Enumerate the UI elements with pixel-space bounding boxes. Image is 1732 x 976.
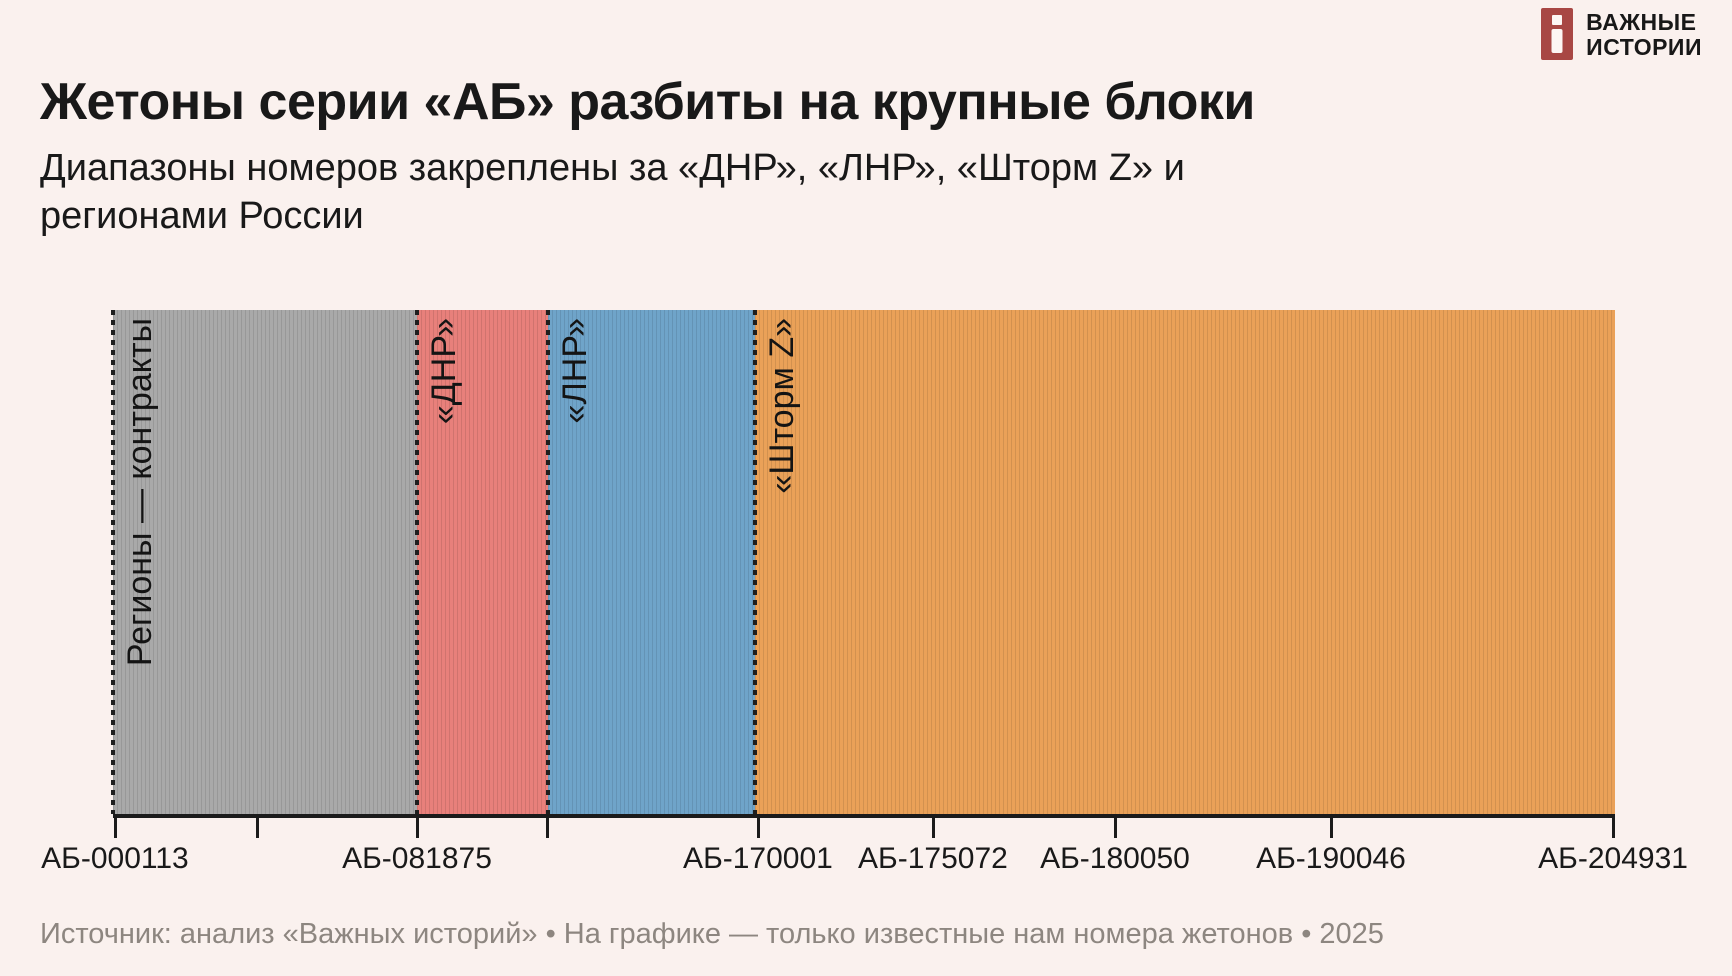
i-icon-dot (1552, 15, 1563, 25)
chart-subtitle: Диапазоны номеров закреплены за «ДНР», «… (40, 144, 1185, 240)
source-note: Источник: анализ «Важных историй» • На г… (40, 918, 1384, 950)
axis-tick (756, 818, 760, 838)
segment-label-storm-z: «Шторм Z» (762, 318, 801, 494)
brand-name: ВАЖНЫЕ ИСТОРИИ (1586, 8, 1702, 60)
segment-boundary-dotted-line (415, 310, 419, 814)
segment-lnr: «ЛНР» (545, 310, 755, 814)
segment-boundary-dotted-line (752, 310, 757, 814)
axis-tick (256, 818, 260, 838)
axis-tick (931, 818, 935, 838)
segment-label-dnr: «ДНР» (425, 318, 463, 425)
axis-tick (416, 818, 419, 838)
x-axis: АБ-000113 АБ-081875 АБ-170001 АБ-175072 АБ-1… (41, 818, 1688, 888)
segment-boundary-dotted-line (111, 310, 115, 814)
brand-name-line-2: ИСТОРИИ (1586, 34, 1702, 60)
segment-label-lnr: «ЛНР» (555, 318, 594, 424)
axis-tick-label: АБ-180050 (1040, 842, 1190, 875)
range-bar: Регионы — контракты «ДНР» «ЛНР» «Шторм Z» (111, 310, 1615, 818)
i-icon-stem (1551, 29, 1563, 53)
axis-tick (1329, 818, 1333, 838)
axis-tick (1113, 818, 1117, 838)
chart-subtitle-line-1: Диапазоны номеров закреплены за «ДНР», «… (40, 147, 1185, 189)
chart-subtitle-line-2: регионами России (40, 195, 364, 237)
brand-logo: ВАЖНЫЕ ИСТОРИИ (1541, 8, 1702, 60)
axis-tick (113, 818, 117, 838)
axis-tick-label: АБ-190046 (1256, 842, 1406, 875)
axis-tick-label: АБ-000113 (41, 842, 189, 875)
segment-storm-z: «Шторм Z» (752, 310, 1615, 814)
segment-boundary-dotted-line (545, 310, 550, 814)
axis-tick-label: АБ-204931 (1538, 842, 1688, 875)
chart-title: Жетоны серии «АБ» разбиты на крупные бло… (40, 73, 1255, 131)
axis-tick-label: АБ-175072 (858, 842, 1008, 875)
axis-tick (1612, 818, 1616, 838)
axis-tick-label: АБ-170001 (683, 842, 833, 875)
axis-tick (545, 818, 549, 838)
istories-i-icon (1541, 8, 1574, 60)
axis-tick-label: АБ-081875 (342, 842, 492, 875)
segment-dnr: «ДНР» (415, 310, 548, 814)
segment-regions-contracts: Регионы — контракты (111, 310, 417, 814)
brand-name-line-1: ВАЖНЫЕ (1586, 9, 1697, 35)
segment-label-regions-contracts: Регионы — контракты (121, 318, 159, 667)
